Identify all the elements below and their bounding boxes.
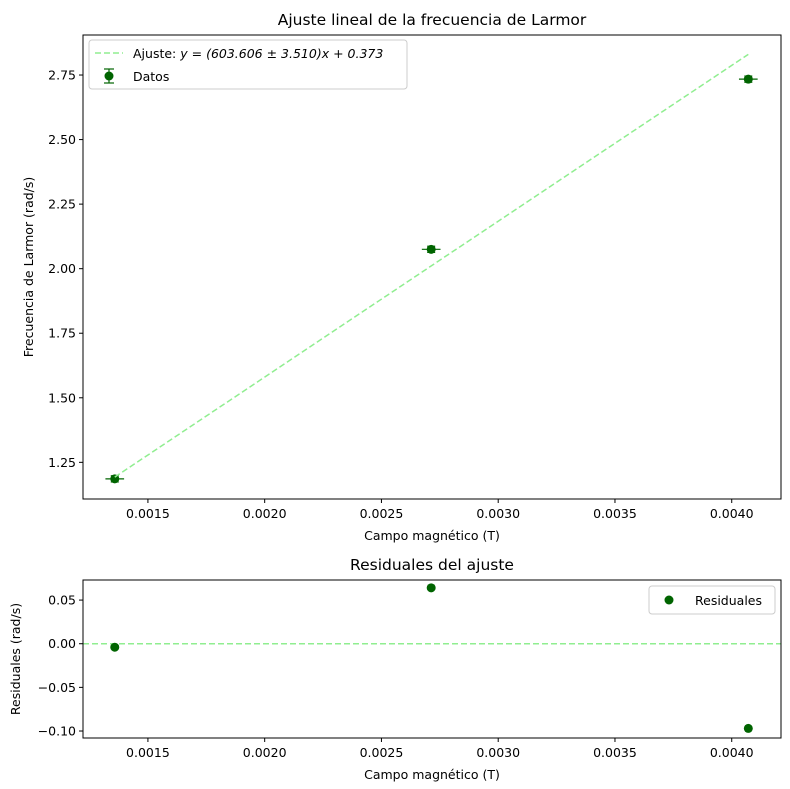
y-tick-label: 1.25 xyxy=(48,455,76,470)
x-tick-label: 0.0025 xyxy=(360,506,404,521)
fit-line-legend-equation: y = (603.606 ± 3.510)x + 0.373 xyxy=(179,46,383,61)
residuals-chart-plot-area xyxy=(83,583,781,733)
y-tick-label: 0.00 xyxy=(48,636,76,651)
y-tick-label: 2.50 xyxy=(48,132,76,147)
residuals-chart-y-axis-label: Residuales (rad/s) xyxy=(8,603,23,715)
x-tick-label: 0.0015 xyxy=(126,745,170,760)
fit-chart-axes-frame xyxy=(82,34,782,500)
y-tick-label: 2.00 xyxy=(48,261,76,276)
fit-chart-legend: Ajuste: y = (603.606 ± 3.510)x + 0.373 D… xyxy=(88,39,408,90)
x-tick-label: 0.0035 xyxy=(593,745,637,760)
x-tick-label: 0.0030 xyxy=(476,506,520,521)
y-tick-label: 2.25 xyxy=(48,197,76,212)
x-tick-label: 0.0035 xyxy=(593,506,637,521)
fit-line xyxy=(114,53,749,478)
residuals-chart-axes-frame xyxy=(82,579,782,739)
fit-chart-legend-box xyxy=(88,39,408,90)
fit-line-legend-label: Ajuste: y = (603.606 ± 3.510)x + 0.373 xyxy=(133,46,383,61)
y-tick-label: 1.75 xyxy=(48,326,76,341)
x-tick-label: 0.0030 xyxy=(476,745,520,760)
fit-chart-y-axis-label: Frecuencia de Larmor (rad/s) xyxy=(21,177,36,358)
residuals-chart-legend: Residuales xyxy=(648,585,776,615)
fit-chart-plot-area xyxy=(105,53,758,484)
residuals-chart-legend-box xyxy=(648,585,776,615)
residuals-chart-x-ticks: 0.0015 0.0020 0.0025 0.0030 0.0035 0.0040 xyxy=(126,738,754,760)
residuals-chart-y-ticks: 0.05 0.00 −0.05 −0.10 xyxy=(38,593,83,739)
residuals-chart-title: Residuales del ajuste xyxy=(350,556,514,574)
residual-point xyxy=(743,723,753,733)
data-point xyxy=(743,74,753,84)
fit-line-legend-prefix: Ajuste: xyxy=(133,46,180,61)
residuals-chart-x-axis-label: Campo magnético (T) xyxy=(364,767,500,782)
fit-chart-x-ticks: 0.0015 0.0020 0.0025 0.0030 0.0035 0.0040 xyxy=(126,499,754,521)
residual-point xyxy=(426,583,436,593)
x-tick-label: 0.0025 xyxy=(360,745,404,760)
fit-chart-y-ticks: 1.25 1.50 1.75 2.00 2.25 2.50 2.75 xyxy=(48,68,83,470)
residuals-legend-label: Residuales xyxy=(695,593,762,608)
fit-chart-x-axis-label: Campo magnético (T) xyxy=(364,528,500,543)
y-tick-label: −0.05 xyxy=(38,680,76,695)
residuals-chart: Residuales del ajuste 0.0015 0.0020 0.0025… xyxy=(8,556,782,782)
data-point xyxy=(426,244,436,254)
residual-point xyxy=(110,642,120,652)
x-tick-label: 0.0040 xyxy=(710,745,754,760)
data-legend-swatch xyxy=(104,68,114,84)
y-tick-label: 1.50 xyxy=(48,390,76,405)
x-tick-label: 0.0040 xyxy=(710,506,754,521)
x-tick-label: 0.0020 xyxy=(243,506,287,521)
fit-chart-title: Ajuste lineal de la frecuencia de Larmor xyxy=(278,11,587,29)
residuals-legend-swatch xyxy=(664,595,674,605)
x-tick-label: 0.0020 xyxy=(243,745,287,760)
y-tick-label: 0.05 xyxy=(48,593,76,608)
data-point xyxy=(110,474,120,484)
y-tick-label: −0.10 xyxy=(38,724,76,739)
y-tick-label: 2.75 xyxy=(48,68,76,83)
fit-chart: Ajuste lineal de la frecuencia de Larmor… xyxy=(21,11,782,543)
data-legend-label: Datos xyxy=(133,69,169,84)
x-tick-label: 0.0015 xyxy=(126,506,170,521)
